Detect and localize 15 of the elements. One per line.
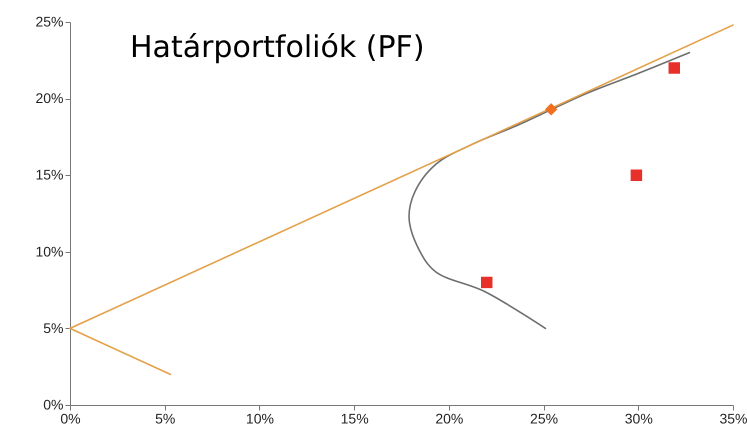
chart-title: Határportfoliók (PF) bbox=[130, 30, 425, 65]
x-tick-label: 30% bbox=[624, 410, 653, 426]
x-tick-label: 20% bbox=[435, 410, 464, 426]
y-tick-label: 10% bbox=[35, 243, 64, 260]
y-tick-label: 20% bbox=[35, 90, 64, 106]
y-tick-label: 0% bbox=[43, 396, 64, 412]
y-tick-label: 15% bbox=[35, 166, 64, 183]
y-tick-label: 25% bbox=[35, 14, 64, 30]
x-tick-label: 35% bbox=[719, 410, 747, 426]
x-tick-label: 0% bbox=[60, 410, 81, 426]
x-tick-label: 5% bbox=[155, 410, 176, 426]
x-tick-label: 15% bbox=[340, 410, 369, 426]
x-tick-label: 25% bbox=[530, 410, 558, 426]
y-tick-label: 5% bbox=[43, 320, 64, 336]
x-tick-label: 10% bbox=[246, 410, 274, 426]
